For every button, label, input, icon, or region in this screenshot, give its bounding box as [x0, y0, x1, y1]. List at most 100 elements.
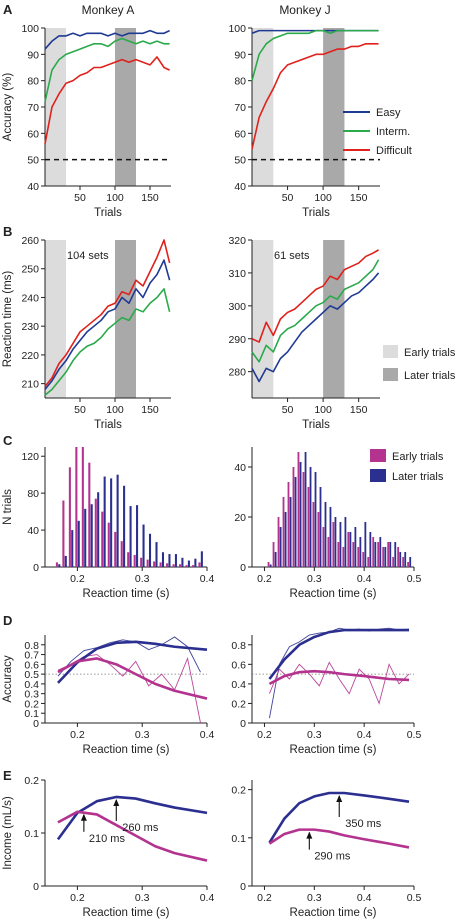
bar-early [81, 447, 84, 567]
y-tick-label: 0 [33, 562, 39, 574]
y-tick-label: 40 [27, 525, 39, 537]
x-tick-label: 100 [314, 404, 332, 416]
y-tick-label: 80 [27, 76, 39, 88]
x-tick-label: 100 [314, 192, 332, 204]
bar-later [314, 472, 317, 567]
bar-early [153, 561, 156, 567]
y-tick-label: 40 [27, 181, 39, 193]
bar-later [181, 557, 184, 567]
y-axis-label: N trials [2, 489, 14, 525]
bar-early [387, 542, 390, 567]
series-line-later [56, 795, 208, 841]
bar-early [277, 517, 280, 567]
sets-annotation: 61 sets [274, 250, 310, 262]
bar-later [103, 476, 106, 567]
bar-later [329, 507, 332, 567]
bar-later [384, 547, 387, 567]
bar-later [97, 492, 100, 567]
y-tick-label: 310 [228, 268, 246, 280]
bar-later [334, 517, 337, 567]
bar-later [409, 557, 412, 567]
legend-label: Later trials [404, 370, 456, 382]
panel-label-c: C [3, 433, 13, 448]
bar-later [90, 504, 93, 567]
x-tick-label: 0.4 [357, 573, 372, 585]
chart-b-left: 50 100 150 210 220 230 240 250 260 Trials Reaction… [2, 235, 171, 431]
x-tick-label: 100 [106, 192, 124, 204]
x-tick-label: 0.2 [257, 892, 272, 904]
y-tick-label: 80 [27, 488, 39, 500]
bar-later [110, 478, 113, 567]
bar-early [312, 502, 315, 567]
x-tick-label: 0.3 [135, 573, 150, 585]
y-tick-label: 100 [228, 23, 246, 35]
bar-later [77, 520, 80, 567]
bar-later [339, 522, 342, 567]
bar-early [140, 557, 143, 567]
bar-later [344, 517, 347, 567]
bar-later [123, 485, 126, 567]
series-line-later [268, 791, 410, 844]
bar-later [168, 554, 171, 567]
legend-label: Early trials [404, 347, 456, 359]
x-tick-label: 150 [350, 192, 368, 204]
legend-swatch [370, 469, 386, 482]
y-tick-label: 320 [228, 235, 246, 247]
x-axis-label: Trials [302, 207, 330, 219]
y-tick-label: 300 [228, 301, 246, 313]
bar-later [389, 542, 392, 567]
x-axis-label: Trials [302, 419, 330, 431]
bar-early [337, 542, 340, 567]
y-tick-label: 240 [21, 292, 39, 304]
bar-early [68, 467, 71, 567]
x-tick-label: 0.3 [307, 892, 322, 904]
bar-early [332, 522, 335, 567]
y-axis-label: Income (mL/s) [2, 796, 14, 870]
chart-a-right: 50 100 150 40 50 60 70 80 90 100 Trials [228, 23, 380, 219]
y-tick-label: 0.6 [24, 659, 39, 671]
y-tick-label: 0 [240, 718, 246, 730]
x-tick-label: 0.3 [307, 729, 322, 741]
x-tick-label: 0.5 [407, 729, 422, 741]
bar-later [200, 551, 203, 567]
bar-later [374, 542, 377, 567]
legend-label: Difficult [376, 145, 412, 157]
arrow-head [336, 795, 343, 803]
band-early-trials [45, 240, 66, 398]
x-tick-label: 0.4 [200, 729, 215, 741]
bar-later [129, 506, 132, 567]
legend-swatch [383, 368, 398, 381]
bar-early [357, 547, 360, 567]
y-tick-label: 70 [27, 102, 39, 114]
bar-early [317, 512, 320, 567]
arrow-head [306, 831, 313, 839]
y-tick-label: 0.5 [24, 669, 39, 681]
y-tick-label: 0.8 [231, 640, 246, 652]
bar-early [198, 562, 201, 567]
x-tick-label: 50 [282, 192, 294, 204]
y-tick-label: 100 [21, 23, 39, 35]
arrow-head [113, 798, 120, 806]
bar-later [294, 477, 297, 567]
x-tick-label: 150 [141, 404, 159, 416]
bar-early [159, 562, 162, 567]
y-tick-label: 0.1 [24, 828, 39, 840]
bar-later [364, 522, 367, 567]
y-tick-label: 290 [228, 334, 246, 346]
y-tick-label: 0.1 [24, 708, 39, 720]
x-tick-label: 0.2 [70, 892, 85, 904]
bar-early [101, 511, 104, 567]
bar-later [289, 497, 292, 567]
y-axis-label: Reaction time (ms) [2, 271, 14, 368]
bar-later [319, 487, 322, 567]
y-tick-label: 0.2 [24, 775, 39, 787]
x-axis-label: Reaction time (s) [290, 744, 377, 756]
bar-later [309, 467, 312, 567]
bar-early [322, 527, 325, 567]
series-line-difficult [251, 249, 379, 343]
x-axis-label: Trials [94, 207, 122, 219]
y-tick-label: 60 [27, 128, 39, 140]
x-axis-label: Reaction time (s) [83, 744, 170, 756]
x-tick-label: 0.2 [70, 573, 85, 585]
x-axis-label: Reaction time (s) [290, 907, 377, 919]
